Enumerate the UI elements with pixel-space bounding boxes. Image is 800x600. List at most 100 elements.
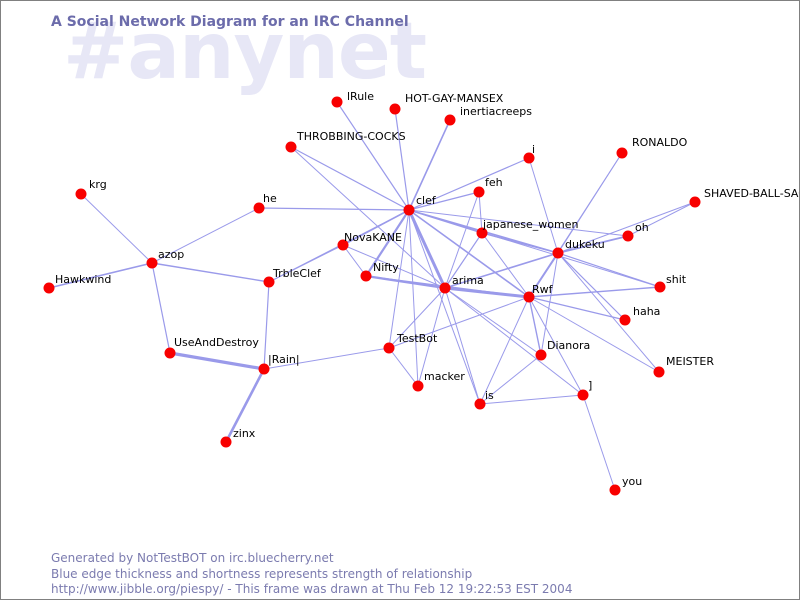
graph-edge [627, 201, 696, 237]
graph-node[interactable] [43, 282, 55, 294]
graph-edge [388, 347, 419, 387]
graph-node[interactable] [474, 398, 486, 410]
graph-edge [388, 296, 530, 349]
graph-edge [528, 296, 660, 373]
graph-node[interactable] [523, 291, 535, 303]
graph-node-label: japanese_women [482, 218, 578, 231]
graph-edge [444, 252, 559, 289]
graph-node[interactable] [577, 389, 589, 401]
graph-edge [557, 252, 626, 321]
graph-edge [151, 262, 270, 283]
graph-node[interactable] [258, 363, 270, 375]
graph-edge [582, 394, 616, 491]
graph-node[interactable] [412, 380, 424, 392]
graph-edge [479, 296, 530, 405]
graph-node-label: you [622, 475, 642, 488]
graph-node-label: SHAVED-BALL-SACK [704, 187, 800, 200]
graph-node[interactable] [263, 276, 275, 288]
graph-node-label: RONALDO [632, 136, 688, 149]
graph-edge [408, 209, 481, 405]
graph-edge [479, 394, 584, 405]
graph-node-label: shit [666, 273, 687, 286]
graph-node-label: clef [416, 194, 437, 207]
edges-layer [48, 101, 696, 491]
graph-node[interactable] [360, 270, 372, 282]
graph-node[interactable] [689, 196, 701, 208]
graph-edge [151, 262, 171, 354]
graph-node-label: MEISTER [666, 355, 714, 368]
graph-edge [268, 244, 344, 283]
graph-edge [408, 209, 629, 237]
graph-node[interactable] [389, 103, 401, 115]
graph-node[interactable] [609, 484, 621, 496]
graph-node[interactable] [552, 247, 564, 259]
graph-edge [557, 252, 660, 373]
graph-edge [388, 287, 446, 349]
graph-edge [407, 208, 447, 290]
graph-edge [444, 287, 542, 356]
graph-edge [290, 146, 410, 211]
graph-edge [481, 232, 559, 254]
graph-node-label: is [485, 389, 494, 402]
graph-node[interactable] [473, 186, 485, 198]
graph-edge [417, 287, 446, 387]
graph-node-label: krg [89, 178, 107, 191]
graph-node[interactable] [619, 314, 631, 326]
graph-edge [444, 287, 584, 396]
graph-node[interactable] [146, 257, 158, 269]
graph-edge [528, 296, 626, 321]
graph-edge [408, 209, 661, 288]
footer: Generated by NotTestBOT on irc.bluecherr… [51, 551, 572, 598]
graph-edge [364, 208, 411, 278]
page-title: A Social Network Diagram for an IRC Chan… [51, 14, 409, 30]
graph-node-label: azop [158, 248, 184, 261]
graph-node-label: macker [424, 370, 465, 383]
graph-node[interactable] [654, 281, 666, 293]
graph-edge [224, 367, 266, 444]
graph-edge [80, 193, 153, 264]
graph-node[interactable] [285, 141, 297, 153]
graph-node-label: Dianora [547, 339, 590, 352]
graph-node-label: ] [588, 379, 592, 392]
graph-node[interactable] [220, 436, 232, 448]
graph-edge [557, 201, 696, 254]
graph-edge [408, 209, 530, 298]
graph-node-label: feh [485, 176, 503, 189]
graph-node[interactable] [439, 282, 451, 294]
graph-edge [342, 244, 446, 289]
graph-edge [557, 235, 629, 254]
footer-line-url-timestamp: http://www.jibble.org/piespy/ - This fra… [51, 582, 573, 596]
graph-node[interactable] [253, 202, 265, 214]
graph-node[interactable] [164, 347, 176, 359]
graph-node[interactable] [653, 366, 665, 378]
graph-edge [557, 252, 661, 288]
graph-node[interactable] [383, 342, 395, 354]
graph-node[interactable] [476, 227, 488, 239]
graph-node[interactable] [535, 349, 547, 361]
graph-node-label: TrbleClef [272, 267, 322, 280]
graph-node-label: Rwf [532, 283, 554, 296]
graph-edge [444, 191, 480, 289]
graph-edge [394, 108, 410, 211]
graph-edge [263, 347, 390, 370]
graph-node-label: arima [452, 274, 484, 287]
graph-node-label: haha [633, 305, 660, 318]
graph-node[interactable] [331, 96, 343, 108]
graph-edge [342, 244, 367, 277]
graph-node[interactable] [75, 188, 87, 200]
graph-node-label: i [532, 143, 535, 156]
graph-node[interactable] [403, 204, 415, 216]
graph-node[interactable] [616, 147, 628, 159]
graph-edge [444, 287, 481, 405]
graph-node[interactable] [622, 230, 634, 242]
graph-edge [478, 191, 483, 234]
graph-node[interactable] [444, 114, 456, 126]
graph-edge [443, 286, 531, 299]
graph-node[interactable] [337, 239, 349, 251]
graph-node[interactable] [523, 152, 535, 164]
graph-edge [408, 209, 419, 387]
graph-edge [479, 354, 542, 405]
graph-edge [540, 252, 559, 356]
